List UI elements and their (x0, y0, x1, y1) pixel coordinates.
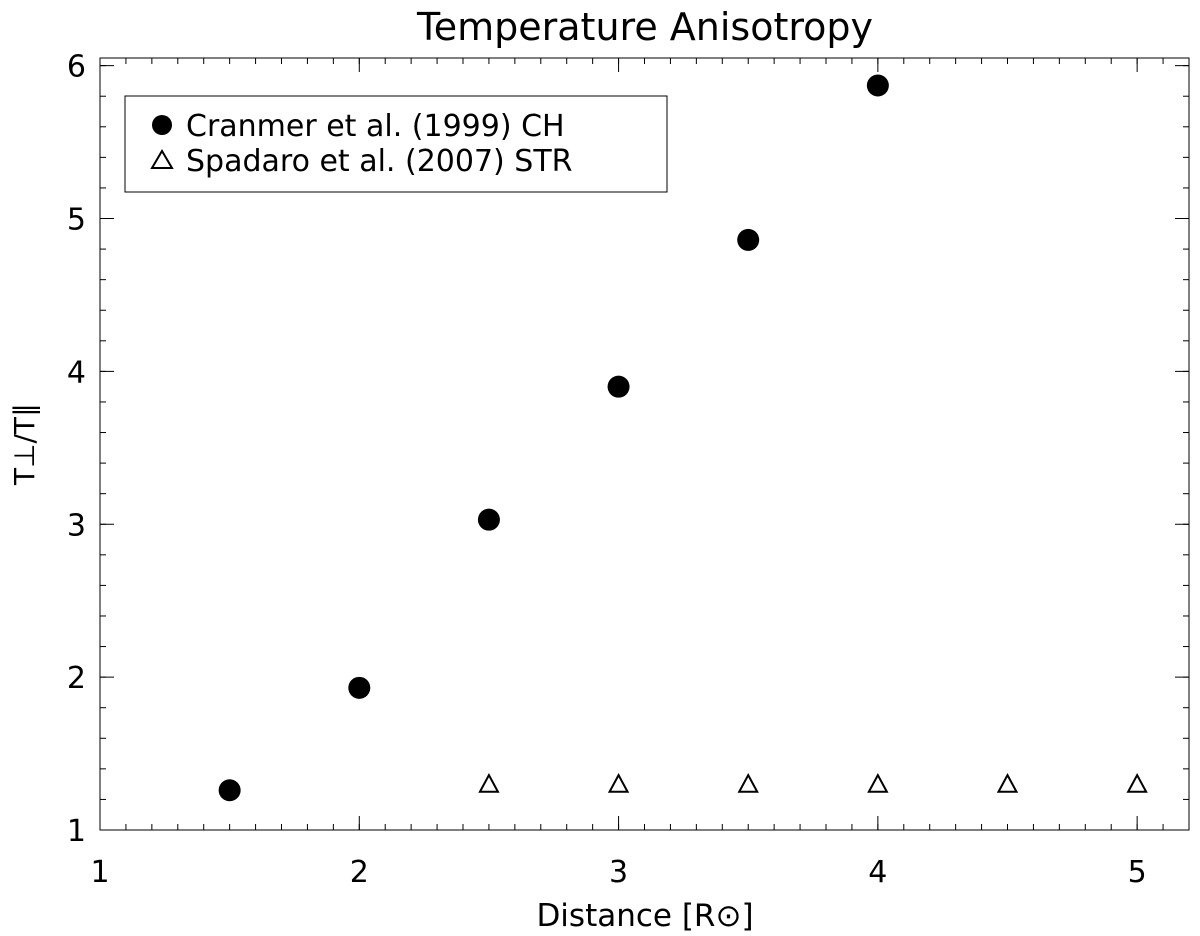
data-point-triangle (1126, 773, 1148, 793)
series-layer (218, 74, 1148, 802)
legend-box (124, 95, 668, 193)
data-point-circle (866, 74, 889, 97)
x-tick-label: 2 (350, 855, 369, 890)
data-point-circle (607, 375, 630, 398)
series-1 (478, 773, 1148, 793)
y-tick-label: 2 (67, 661, 86, 696)
data-point-triangle (996, 773, 1019, 793)
y-tick-label: 1 (67, 814, 86, 849)
legend: Cranmer et al. (1999) CH Spadaro et al. … (124, 95, 668, 193)
chart-title: Temperature Anisotropy (416, 5, 873, 49)
legend-marker-spadaro (150, 149, 174, 169)
x-axis-label: Distance [R⊙] (536, 898, 753, 934)
legend-marker-cranmer (152, 115, 172, 135)
legend-label-cranmer: Cranmer et al. (1999) CH (186, 109, 565, 144)
series-0 (218, 74, 889, 802)
x-tick-label: 5 (1128, 855, 1147, 890)
x-tick-label: 1 (90, 855, 109, 890)
x-tick-label: 4 (868, 855, 887, 890)
y-tick-label: 4 (67, 355, 86, 390)
data-point-circle (348, 676, 371, 699)
data-point-triangle (478, 773, 500, 793)
data-point-circle (218, 779, 241, 802)
data-point-triangle (867, 773, 889, 793)
ticks-layer (99, 58, 1190, 831)
y-tick-label: 6 (67, 50, 86, 85)
y-tick-label: 5 (67, 203, 86, 238)
y-tick-label: 3 (67, 508, 86, 543)
x-tick-label: 3 (609, 855, 628, 890)
legend-label-spadaro: Spadaro et al. (2007) STR (186, 144, 573, 179)
x-tick-labels: 1 2 3 4 5 (90, 855, 1146, 890)
data-point-triangle (607, 773, 630, 793)
y-axis-label: T⊥/T∥ (8, 403, 41, 486)
y-tick-labels: 1 2 3 4 5 6 (67, 50, 86, 849)
data-point-circle (477, 508, 500, 531)
data-point-circle (737, 228, 760, 251)
data-point-triangle (737, 773, 759, 793)
